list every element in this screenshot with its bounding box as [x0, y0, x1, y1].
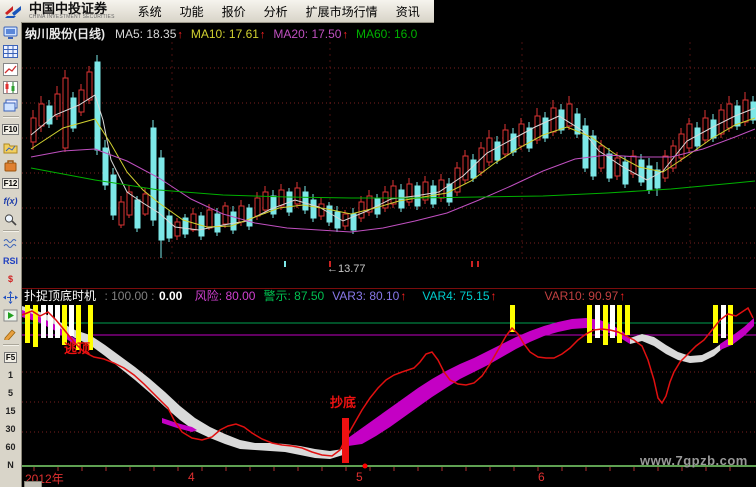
sidebar-label-rsi: RSI — [2, 256, 18, 266]
indicator-header: 扑捉顶底时机 : 100.00 : 0.00 风险: 80.00 警示: 87.5… — [22, 288, 756, 303]
menu-bar: 系统 功能 报价 分析 扩展市场行情 资讯 — [129, 3, 429, 20]
sidebar-item-period-1[interactable]: 1 — [1, 366, 21, 384]
up-arrow-icon: ↑ — [259, 29, 266, 41]
sidebar-item-draw[interactable] — [1, 324, 21, 342]
ma60-readout: MA60: 16.0 — [355, 27, 418, 41]
sidebar-item-quote-screen[interactable] — [1, 24, 21, 42]
watermark: www.7gpzb.com — [640, 453, 748, 468]
sidebar-item-period-30[interactable]: 30 — [1, 420, 21, 438]
sidebar-label-period-n: N — [7, 460, 14, 470]
sidebar-item-period-5[interactable]: 5 — [1, 384, 21, 402]
stock-title: 纳川股份(日线) — [25, 27, 105, 41]
monitor-icon — [3, 26, 17, 39]
up-arrow-icon: ↑ — [400, 289, 407, 303]
sidebar-label-formula: f(x) — [3, 196, 18, 206]
indicator-field-warn: 警示: 87.50 — [263, 289, 325, 303]
up-arrow-icon: ↑ — [342, 29, 348, 41]
sidebar-item-multi-window[interactable] — [1, 96, 21, 114]
play-icon — [3, 309, 18, 321]
indicator-current-value: 0.00 — [158, 289, 183, 303]
sidebar-item-period-n[interactable]: N — [1, 456, 21, 474]
menu-item-news[interactable]: 资讯 — [395, 4, 420, 19]
sidebar-item-f12-window[interactable]: F12 — [1, 174, 21, 192]
candlestick-icon — [3, 80, 18, 94]
indicator-field-var10: VAR10: 90.97 — [544, 289, 619, 303]
sidebar-item-magnifier[interactable] — [1, 210, 21, 228]
wave-icon — [3, 238, 17, 248]
sidebar-label-f10-info: F10 — [1, 123, 20, 135]
indicator-field-var3: VAR3: 80.10 — [332, 289, 400, 303]
indicator-range-value: : 100.00 : — [104, 289, 155, 303]
sidebar-item-play[interactable] — [1, 306, 21, 324]
move-cross-icon — [3, 290, 18, 304]
scrollbar-notch[interactable] — [24, 481, 42, 487]
up-arrow-icon: ↑ — [490, 289, 497, 303]
month-label-4: 4 — [188, 470, 195, 484]
buy-bottom-label: 抄底 — [330, 395, 357, 410]
up-arrow-icon: ↑ — [619, 289, 626, 303]
sidebar-label-period-15: 15 — [5, 406, 16, 416]
ma5-readout: MA5: 18.35 — [115, 27, 177, 41]
sidebar-item-wave[interactable] — [1, 234, 21, 252]
pencil-icon — [4, 328, 16, 340]
sidebar-label-f12-window: F12 — [1, 177, 20, 189]
indicator-field-risk: 风险: 80.00 — [194, 289, 256, 303]
menu-item-extended-market[interactable]: 扩展市场行情 — [305, 4, 378, 19]
folder-chart-icon — [3, 143, 18, 153]
brand-logo: 中国中投证券 CHINA INVESTMENT SECURITIES — [4, 2, 115, 20]
brand-subtitle: CHINA INVESTMENT SECURITIES — [29, 14, 115, 20]
symbol-header: 纳川股份(日线) MA5: 18.35↑ MA10: 17.61↑ MA20: 17.… — [25, 25, 426, 41]
up-arrow-icon: ↑ — [177, 29, 183, 41]
sidebar-separator-2 — [2, 230, 19, 232]
sidebar-item-rsi[interactable]: RSI — [1, 252, 21, 270]
sidebar-item-kline-chart[interactable] — [1, 78, 21, 96]
sidebar-label-period-1: 1 — [7, 370, 13, 380]
ma10-readout: MA10: 17.61 — [190, 27, 259, 41]
month-label-6: 6 — [538, 470, 545, 484]
menu-item-analysis[interactable]: 分析 — [263, 4, 288, 19]
sidebar-label-f5-refresh: F5 — [3, 351, 18, 363]
menu-item-function[interactable]: 功能 — [179, 4, 204, 19]
sidebar-item-trend-chart[interactable] — [1, 60, 21, 78]
sidebar-separator-3 — [2, 344, 19, 346]
title-bar: 中国中投证券 CHINA INVESTMENT SECURITIES 系统 功能 报… — [0, 0, 434, 23]
menu-item-system[interactable]: 系统 — [137, 4, 162, 19]
escape-top-label: 逃顶 — [64, 341, 91, 356]
sidebar-item-period-15[interactable]: 15 — [1, 402, 21, 420]
sidebar-separator-1 — [2, 116, 19, 118]
indicator-fields: 风险: 80.00 警示: 87.50 VAR3: 80.10↑ VAR4: 75.1… — [187, 289, 634, 303]
month-label-5: 5 — [356, 470, 363, 484]
sidebar-label-money: $ — [7, 274, 13, 284]
briefcase-icon — [4, 159, 17, 171]
sidebar-item-f5-refresh[interactable]: F5 — [1, 348, 21, 366]
magnifier-icon — [4, 213, 17, 226]
ma20-readout: MA20: 17.50 — [273, 27, 342, 41]
menu-item-quote[interactable]: 报价 — [221, 4, 246, 19]
sidebar-label-period-60: 60 — [5, 442, 16, 452]
price-marker-label: ←13.77 — [327, 263, 366, 275]
sidebar-item-period-60[interactable]: 60 — [1, 438, 21, 456]
sidebar-item-money[interactable]: $ — [1, 270, 21, 288]
sidebar-label-period-5: 5 — [7, 388, 13, 398]
sidebar-item-fund-bag[interactable] — [1, 156, 21, 174]
indicator-field-var4: VAR4: 75.15 — [422, 289, 490, 303]
sidebar: F10 F12 f(x) RSI $ F5 1 5 15 30 60 N — [0, 22, 22, 487]
windows-icon — [3, 99, 18, 111]
line-chart-icon — [3, 62, 18, 76]
sidebar-item-move[interactable] — [1, 288, 21, 306]
sidebar-item-grid-quotes[interactable] — [1, 42, 21, 60]
brand-name: 中国中投证券 — [29, 1, 108, 16]
indicator-title: 扑捉顶底时机 — [24, 289, 97, 303]
sidebar-item-formula[interactable]: f(x) — [1, 192, 21, 210]
sidebar-label-period-30: 30 — [5, 424, 16, 434]
grid-icon — [3, 44, 18, 58]
broker-logo-icon — [5, 5, 21, 18]
sidebar-item-data-folder[interactable] — [1, 138, 21, 156]
sidebar-item-f10-info[interactable]: F10 — [1, 120, 21, 138]
